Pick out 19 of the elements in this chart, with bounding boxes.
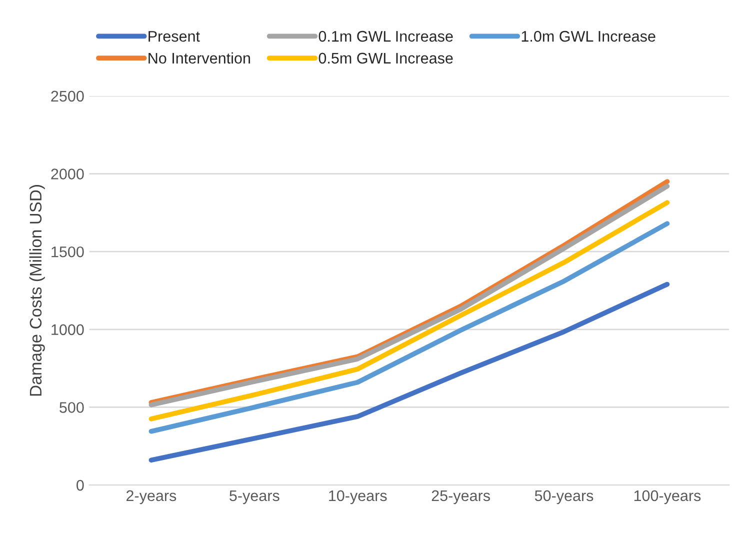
x-tick-label: 25-years [432,490,490,504]
x-tick-label: 50-years [534,490,594,504]
x-tick-label: 5-years [230,490,280,504]
legend-label: Present [148,31,200,42]
x-tick-label: 10-years [329,490,387,504]
x-tick-label: 2-years [126,490,176,504]
line-series [148,282,670,463]
y-axis-title: Damage Costs (Million USD) [29,185,45,396]
y-tick-label: 1500 [52,246,84,258]
legend-label: 0.1m GWL Increase [318,30,453,42]
y-tick-label: 500 [60,402,84,413]
legend-label: 1.0m GWL Increase [522,30,656,42]
x-tick-label: 100-years [634,490,701,504]
y-tick-label: 0 [76,480,84,491]
y-tick-label: 2000 [51,168,84,180]
y-tick-label: 2500 [51,90,84,102]
legend-label: 0.5m GWL Increase [318,52,453,64]
legend-label: No Intervention [148,52,250,64]
y-tick-label: 1000 [52,324,84,336]
